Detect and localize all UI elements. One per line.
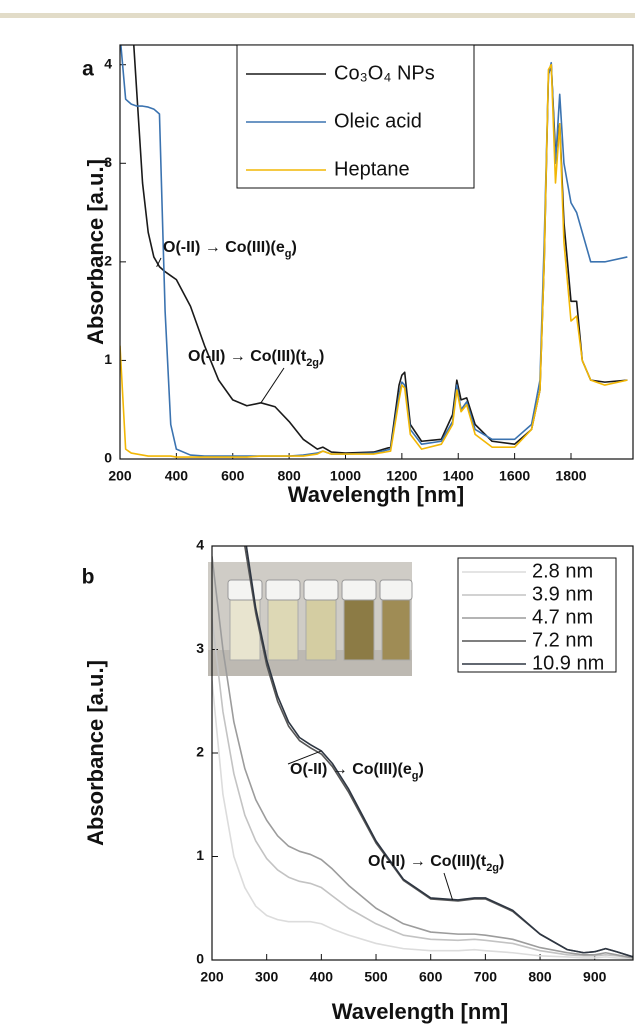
x-tick-label: 800 [277, 468, 301, 484]
legend-label: Co₃O₄ NPs [334, 62, 435, 84]
legend-label: Heptane [334, 158, 410, 180]
y-tick-label: 4 [104, 55, 112, 71]
x-tick-label: 200 [108, 468, 132, 484]
annotation: O(-II) → Co(III)(t2g) [368, 853, 504, 874]
x-axis-label: Wavelength [nm] [288, 482, 464, 507]
legend-label: Oleic acid [334, 110, 422, 132]
x-tick-label: 600 [221, 468, 245, 484]
x-tick-label: 800 [528, 969, 552, 985]
series-line [212, 618, 633, 959]
x-tick-label: 1200 [386, 468, 417, 484]
x-tick-label: 1000 [330, 468, 361, 484]
annotation-part: O(-II) → Co(III)(t [188, 348, 307, 365]
x-tick-label: 900 [583, 969, 607, 985]
cuvette-cap [227, 579, 263, 601]
annotation-part: ) [499, 853, 504, 870]
cuvette [305, 597, 337, 661]
annotation-part: O(-II) → Co(III)(e [163, 239, 285, 256]
cuvette [381, 597, 411, 661]
series-line [212, 556, 633, 959]
series-line [120, 63, 628, 458]
x-tick-label: 700 [474, 969, 498, 985]
annotation-part: 2g [306, 357, 319, 369]
y-tick-label: 2 [196, 744, 204, 760]
annotation-part: ) [292, 239, 297, 256]
photo-inset [208, 562, 413, 676]
legend: Co₃O₄ NPs Oleic acid Heptane [236, 44, 475, 189]
panel: b Wavelength [nm] Absorbance [a.u.] 200 300 4… [82, 537, 634, 1024]
annotation-part: ) [319, 348, 324, 365]
x-tick-label: 1400 [443, 468, 474, 484]
annotation-leader [260, 367, 285, 404]
annotation-part: g [412, 770, 419, 782]
plot-frame [211, 545, 634, 961]
top-strip [0, 13, 635, 18]
x-tick-label: 500 [364, 969, 388, 985]
panel: a Wavelength [nm] Absorbance [a.u.] 200 400 6… [82, 44, 634, 507]
panel-label: a [82, 58, 94, 81]
panel-label: b [82, 566, 95, 589]
legend-label: 4.7 nm [532, 606, 593, 628]
cuvette-cap [341, 579, 377, 601]
legend-label: 7.2 nm [532, 629, 593, 651]
x-tick-label: 600 [419, 969, 443, 985]
annotation-part: O(-II) → Co(III)(e [290, 761, 412, 778]
legend-box [457, 557, 617, 673]
x-tick-label: 300 [255, 969, 279, 985]
x-tick-label: 400 [310, 969, 334, 985]
cuvette-cap [265, 579, 301, 601]
cuvette [343, 597, 375, 661]
x-axis-label: Wavelength [nm] [332, 999, 508, 1024]
annotation-leader [156, 257, 162, 268]
y-tick-label: 3 [196, 640, 204, 656]
legend-label: 3.9 nm [532, 583, 593, 605]
y-tick-label: 0 [104, 450, 112, 466]
annotation-leader [287, 750, 322, 765]
annotation: O(-II) → Co(III)(t2g) [188, 348, 324, 369]
x-tick-label: 200 [200, 969, 224, 985]
annotation-part: g [285, 248, 292, 260]
y-tick-label: 2 [104, 253, 112, 269]
y-axis-label: Absorbance [a.u.] [83, 159, 108, 345]
annotation: O(-II) → Co(III)(eg) [163, 239, 297, 260]
x-tick-label: 1800 [555, 468, 586, 484]
annotation-part: O(-II) → Co(III)(t [368, 853, 487, 870]
legend-box [236, 44, 475, 189]
x-tick-label: 400 [165, 468, 189, 484]
legend-label: 10.9 nm [532, 652, 604, 674]
annotation-part: 2g [486, 862, 499, 874]
y-tick-label: 0 [196, 951, 204, 967]
x-tick-label: 1600 [499, 468, 530, 484]
legend-label: 2.8 nm [532, 560, 593, 582]
y-axis-label: Absorbance [a.u.] [83, 660, 108, 846]
annotation-part: ) [419, 761, 424, 778]
cuvette-cap [303, 579, 339, 601]
annotation-leader [443, 872, 454, 901]
y-tick-label: 4 [196, 537, 204, 553]
cuvette-cap [379, 579, 413, 601]
series-line [212, 680, 633, 960]
series-line [245, 546, 633, 958]
cuvette [267, 597, 299, 661]
annotation: O(-II) → Co(III)(eg) [290, 761, 424, 782]
y-tick-label: 1 [104, 351, 112, 367]
y-tick-label: 1 [196, 847, 204, 863]
y-tick-label: 3 [104, 154, 112, 170]
